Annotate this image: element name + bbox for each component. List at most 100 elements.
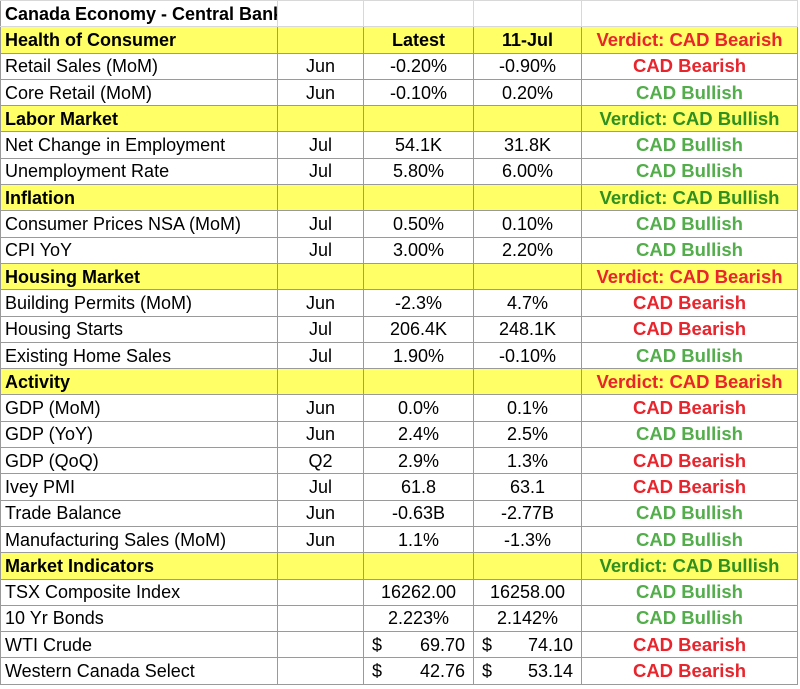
table-title[interactable]: Canada Economy - Central Bank Meeting [0,0,278,28]
column-header-prior[interactable] [473,368,582,396]
period-cell[interactable]: Jul [277,341,364,370]
section-verdict[interactable]: Verdict: CAD Bearish [581,368,798,396]
latest-value[interactable]: 16262.00 [363,578,474,606]
signal-cell[interactable]: CAD Bearish [581,657,798,685]
signal-cell[interactable]: CAD Bullish [581,578,798,606]
prior-value[interactable]: 0.10% [473,210,582,238]
signal-cell[interactable]: CAD Bearish [581,631,798,659]
period-cell[interactable]: Jun [277,525,364,554]
signal-cell[interactable]: CAD Bearish [581,52,798,80]
prior-value[interactable]: -0.90% [473,52,582,80]
section-verdict[interactable]: Verdict: CAD Bullish [581,184,798,212]
column-header-latest[interactable]: Latest [363,26,474,54]
signal-cell[interactable]: CAD Bullish [581,236,798,264]
column-header-latest[interactable] [363,552,474,580]
section-name[interactable]: Inflation [0,184,278,212]
period-cell[interactable]: Jul [277,315,364,343]
prior-value[interactable]: $74.10 [473,631,582,659]
prior-value[interactable]: 0.1% [473,394,582,422]
period-cell[interactable]: Jun [277,52,364,80]
period-cell[interactable] [277,657,364,685]
period-cell[interactable]: Jul [277,157,364,186]
period-cell[interactable]: Jul [277,131,364,159]
indicator-name[interactable]: Unemployment Rate [0,157,278,186]
prior-value[interactable]: -2.77B [473,499,582,527]
signal-cell[interactable]: CAD Bullish [581,525,798,554]
period-cell[interactable]: Q2 [277,447,364,475]
prior-value[interactable]: 0.20% [473,78,582,107]
indicator-name[interactable]: CPI YoY [0,236,278,264]
column-header-prior[interactable] [473,552,582,580]
column-header-latest[interactable] [363,105,474,133]
column-header-latest[interactable] [363,368,474,396]
indicator-name[interactable]: Building Permits (MoM) [0,289,278,317]
section-verdict[interactable]: Verdict: CAD Bearish [581,262,798,291]
indicator-name[interactable]: Existing Home Sales [0,341,278,370]
section-blank[interactable] [277,184,364,212]
section-name[interactable]: Labor Market [0,105,278,133]
section-name[interactable]: Health of Consumer [0,26,278,54]
section-name[interactable]: Market Indicators [0,552,278,580]
indicator-name[interactable]: Consumer Prices NSA (MoM) [0,210,278,238]
latest-value[interactable]: 206.4K [363,315,474,343]
indicator-name[interactable]: Manufacturing Sales (MoM) [0,525,278,554]
indicator-name[interactable]: 10 Yr Bonds [0,604,278,633]
latest-value[interactable]: -0.10% [363,78,474,107]
section-verdict[interactable]: Verdict: CAD Bearish [581,26,798,54]
column-header-latest[interactable] [363,262,474,291]
period-cell[interactable] [277,578,364,606]
indicator-name[interactable]: Ivey PMI [0,473,278,501]
prior-value[interactable]: 31.8K [473,131,582,159]
indicator-name[interactable]: Core Retail (MoM) [0,78,278,107]
indicator-name[interactable]: GDP (MoM) [0,394,278,422]
signal-cell[interactable]: CAD Bullish [581,157,798,186]
signal-cell[interactable]: CAD Bullish [581,499,798,527]
indicator-name[interactable]: Western Canada Select [0,657,278,685]
prior-value[interactable]: 6.00% [473,157,582,186]
latest-value[interactable]: $69.70 [363,631,474,659]
latest-value[interactable]: 0.50% [363,210,474,238]
column-header-prior[interactable] [473,262,582,291]
column-header-prior[interactable]: 11-Jul [473,26,582,54]
period-cell[interactable] [277,631,364,659]
latest-value[interactable]: 54.1K [363,131,474,159]
latest-value[interactable]: 2.223% [363,604,474,633]
prior-value[interactable]: -0.10% [473,341,582,370]
column-header-prior[interactable] [473,105,582,133]
indicator-name[interactable]: WTI Crude [0,631,278,659]
section-blank[interactable] [277,26,364,54]
period-cell[interactable]: Jun [277,394,364,422]
latest-value[interactable]: 3.00% [363,236,474,264]
signal-cell[interactable]: CAD Bullish [581,210,798,238]
period-cell[interactable]: Jul [277,473,364,501]
signal-cell[interactable]: CAD Bearish [581,289,798,317]
prior-value[interactable]: 1.3% [473,447,582,475]
prior-value[interactable]: 2.5% [473,420,582,449]
prior-value[interactable]: 248.1K [473,315,582,343]
section-blank[interactable] [277,552,364,580]
signal-cell[interactable]: CAD Bearish [581,315,798,343]
indicator-name[interactable]: GDP (QoQ) [0,447,278,475]
latest-value[interactable]: 0.0% [363,394,474,422]
indicator-name[interactable]: Housing Starts [0,315,278,343]
latest-value[interactable]: 1.1% [363,525,474,554]
prior-value[interactable]: 63.1 [473,473,582,501]
latest-value[interactable]: 61.8 [363,473,474,501]
period-cell[interactable]: Jun [277,289,364,317]
period-cell[interactable]: Jul [277,210,364,238]
section-blank[interactable] [277,105,364,133]
latest-value[interactable]: 5.80% [363,157,474,186]
latest-value[interactable]: 2.4% [363,420,474,449]
latest-value[interactable]: 1.90% [363,341,474,370]
prior-value[interactable]: 4.7% [473,289,582,317]
signal-cell[interactable]: CAD Bullish [581,78,798,107]
signal-cell[interactable]: CAD Bullish [581,341,798,370]
period-cell[interactable] [277,604,364,633]
signal-cell[interactable]: CAD Bearish [581,447,798,475]
section-verdict[interactable]: Verdict: CAD Bullish [581,105,798,133]
signal-cell[interactable]: CAD Bullish [581,131,798,159]
period-cell[interactable]: Jul [277,236,364,264]
empty-cell[interactable] [581,0,798,28]
section-blank[interactable] [277,368,364,396]
latest-value[interactable]: -0.63B [363,499,474,527]
